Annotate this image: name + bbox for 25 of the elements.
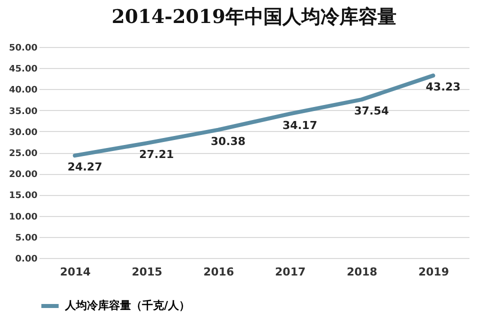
data-label: 30.38 xyxy=(210,134,246,148)
data-label: 37.54 xyxy=(354,104,390,118)
data-label: 34.17 xyxy=(282,118,318,132)
y-tick-label: 15.00 xyxy=(9,191,38,202)
y-tick-label: 45.00 xyxy=(9,64,38,75)
y-tick-label: 5.00 xyxy=(15,233,38,244)
legend-label: 人均冷库容量（千克/人） xyxy=(64,299,190,312)
x-tick-label: 2017 xyxy=(275,266,306,278)
y-tick-label: 0.00 xyxy=(15,254,38,264)
y-tick-label: 50.00 xyxy=(9,44,38,54)
y-tick-label: 35.00 xyxy=(9,106,38,117)
y-tick-label: 30.00 xyxy=(9,128,38,138)
x-tick-label: 2018 xyxy=(346,266,378,278)
x-tick-label: 2014 xyxy=(60,266,91,278)
chart-title: 2014-2019年中国人均冷库容量 xyxy=(112,6,396,28)
x-tick-label: 2016 xyxy=(203,266,234,278)
x-tick-label: 2019 xyxy=(418,266,449,278)
data-label: 24.27 xyxy=(67,160,102,174)
data-label: 43.23 xyxy=(426,80,461,94)
data-label: 27.21 xyxy=(139,148,174,162)
x-tick-label: 2015 xyxy=(132,266,162,278)
y-tick-label: 20.00 xyxy=(9,170,38,180)
y-tick-label: 10.00 xyxy=(9,212,38,222)
y-tick-label: 25.00 xyxy=(9,149,38,159)
y-tick-label: 40.00 xyxy=(9,86,38,96)
